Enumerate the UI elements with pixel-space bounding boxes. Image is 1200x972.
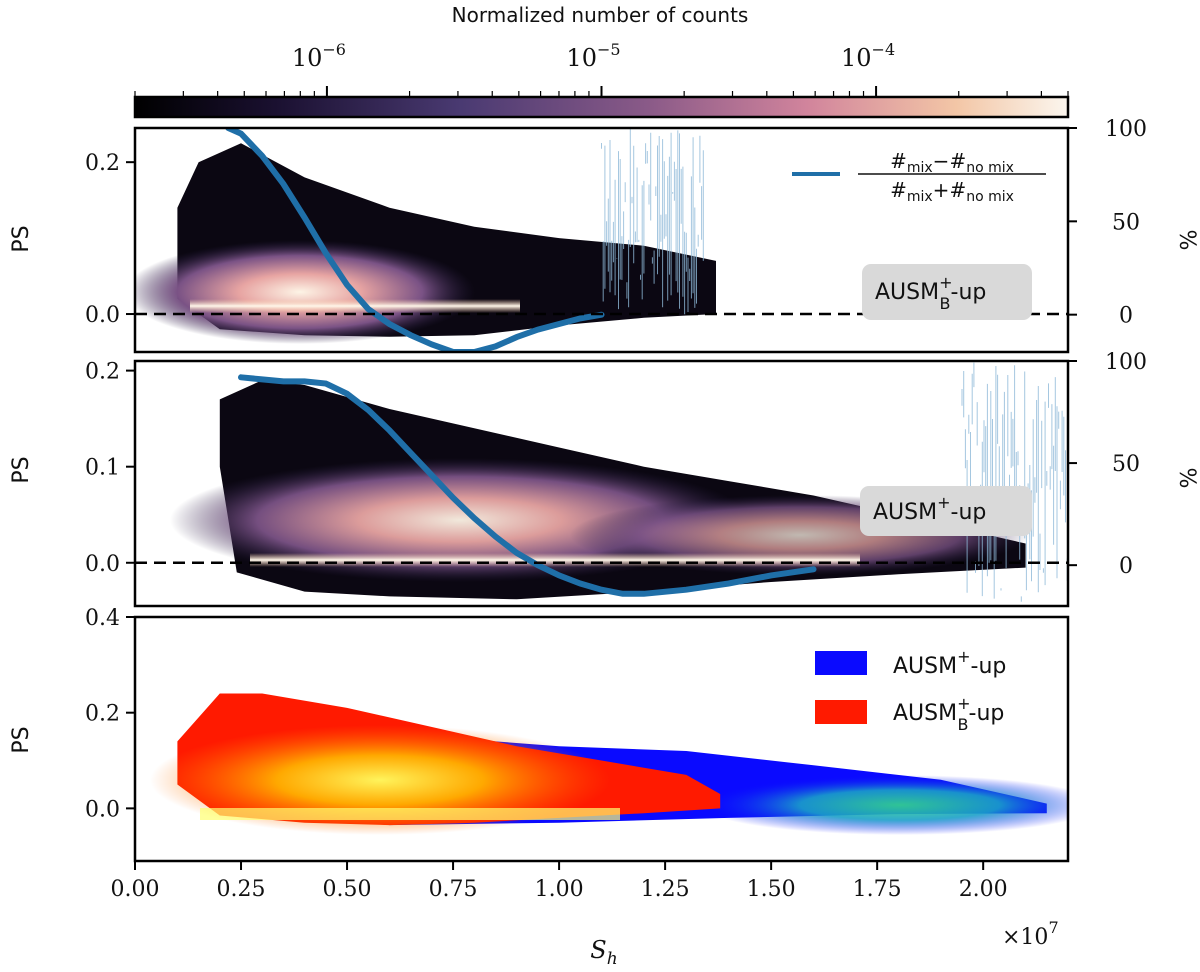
panel-2-baseline-glow <box>250 553 860 567</box>
colorbar-title: Normalized number of counts <box>452 3 749 27</box>
y2-tick-label: 0 <box>1119 554 1133 579</box>
y-tick-label: 0.0 <box>85 797 120 822</box>
panel-1-noisy-ratio <box>601 128 704 315</box>
panel-3-red-core <box>150 725 610 835</box>
y2-tick-label: 100 <box>1105 117 1147 142</box>
y-tick-label: 0.1 <box>85 456 120 481</box>
x-tick-label: 0.75 <box>429 877 478 902</box>
legend-swatch-ausmb-up <box>815 700 867 724</box>
x-tick-label: 0.00 <box>111 877 160 902</box>
x-tick-label: 1.75 <box>853 877 902 902</box>
panel-1-mix-ratio-curve <box>225 128 605 352</box>
colorbar-ticks: 10−6 10−5 10−4 <box>134 40 1069 97</box>
panel-1-density-core <box>135 240 475 344</box>
panel-2-y2label: % <box>1174 468 1199 489</box>
colorbar: Normalized number of counts 10−6 10−5 10−4 <box>133 3 1070 119</box>
x-axis-label: Sh <box>590 936 617 969</box>
legend-swatch-ausm-up <box>815 651 867 675</box>
panel-2-ylabel: PS <box>9 456 34 483</box>
panel-1-scheme-label: AUSM+ B-up <box>862 264 1032 320</box>
panel-1-y-ticks: 0.0 0.2 <box>85 151 135 328</box>
panel-3-frame <box>133 615 1070 863</box>
y-tick-label: 0.0 <box>85 303 120 328</box>
x-tick-label: 1.25 <box>641 877 690 902</box>
x-tick-label: 0.50 <box>323 877 372 902</box>
y2-tick-label: 100 <box>1105 350 1147 375</box>
legend-denominator: #mix+#no mix <box>890 178 1014 205</box>
panel-1-baseline-glow <box>190 299 520 313</box>
panel-1-legend: #mix−#no mix #mix+#no mix <box>792 149 1046 205</box>
panel-1-y2label: % <box>1174 230 1199 251</box>
colorbar-tick-label: 10−6 <box>292 40 346 72</box>
panel-2-label-box <box>860 486 1032 536</box>
panel-3-baseline-glow <box>200 808 620 820</box>
panel-1-frame <box>133 126 1070 354</box>
panel-1-ylabel: PS <box>9 225 34 252</box>
colorbar-gradient <box>135 97 1068 117</box>
colorbar-tick-label: 10−4 <box>841 40 895 72</box>
panel-3-blue-core <box>700 775 1068 835</box>
legend-label-ausmb-up: AUSM+ B-up <box>893 694 1004 734</box>
x-tick-label: 0.25 <box>217 877 266 902</box>
y-tick-label: 0.4 <box>85 606 120 631</box>
panel-3-legend: AUSM+-up AUSM+ B-up <box>815 647 1006 734</box>
panel-2-y-ticks: 0.0 0.1 0.2 <box>85 360 135 577</box>
panel-3-ylabel: PS <box>9 726 34 753</box>
panel-1-y2-ticks: 0 50 100 <box>1068 117 1147 329</box>
y2-tick-label: 0 <box>1119 304 1133 329</box>
x-axis-multiplier: ×107 <box>1002 918 1059 950</box>
panel-1: 0.0 0.2 0 50 100 PS % #mix−#no mix #mix+#no… <box>9 117 1199 354</box>
panel-2-frame <box>133 359 1070 608</box>
panel-1-label-text: AUSM+ B-up <box>875 273 986 313</box>
legend-numerator: #mix−#no mix <box>890 149 1014 176</box>
panel-2: 0.0 0.1 0.2 0 50 100 PS % AUSM+-up <box>9 350 1199 608</box>
panel-3-x-ticks: 0.00 0.25 0.50 0.75 1.00 1.25 1.50 1.75 2.00 <box>111 861 1008 902</box>
panel-2-y2-ticks: 0 50 100 <box>1068 350 1147 579</box>
panel-3: 0.0 0.2 0.4 0.00 0.25 0.50 0.75 1.00 1.25 1.50 1.… <box>9 606 1070 969</box>
y2-tick-label: 50 <box>1112 210 1140 235</box>
y2-tick-label: 50 <box>1112 452 1140 477</box>
panel-1-label-box <box>862 264 1032 320</box>
y-tick-label: 0.2 <box>85 360 120 385</box>
x-tick-label: 1.50 <box>747 877 796 902</box>
noisy-ratio-trace <box>601 128 704 315</box>
panel-3-y-ticks: 0.0 0.2 0.4 <box>85 606 135 822</box>
panel-2-label-text: AUSM+-up <box>873 493 986 525</box>
x-tick-label: 2.00 <box>959 877 1008 902</box>
y-tick-label: 0.2 <box>85 702 120 727</box>
legend-label-ausm-up: AUSM+-up <box>893 647 1006 679</box>
y-tick-label: 0.2 <box>85 151 120 176</box>
x-tick-label: 1.00 <box>535 877 584 902</box>
panel-2-scheme-label: AUSM+-up <box>860 486 1032 536</box>
panel-2-mix-ratio-curve <box>238 374 817 597</box>
y-tick-label: 0.0 <box>85 552 120 577</box>
colorbar-tick-label: 10−5 <box>566 40 620 72</box>
